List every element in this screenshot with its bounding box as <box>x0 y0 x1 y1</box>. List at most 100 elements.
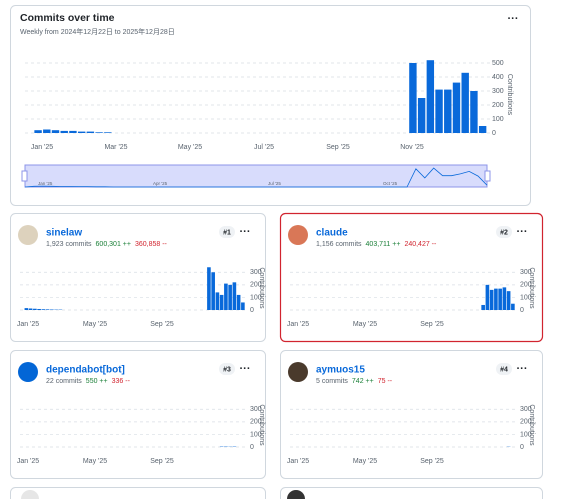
y-tick-label: 100 <box>520 431 532 438</box>
contributor-stats: 22 commits 550 ++ 336 -- <box>46 378 131 385</box>
bar <box>45 309 50 310</box>
rank-badge <box>219 363 235 375</box>
bar <box>478 126 487 133</box>
contributor-stats: 5 commits 742 ++ 75 -- <box>316 378 393 385</box>
y-tick-label: 100 <box>492 116 504 123</box>
y-tick-label: 0 <box>520 444 524 451</box>
chart-subtitle: Weekly from 2024年12月22日 to 2025年12月28日 <box>20 27 175 36</box>
bar <box>435 89 443 133</box>
x-tick-label: May '25 <box>83 321 107 328</box>
bar <box>34 130 42 133</box>
deletions: 360,858 -- <box>135 241 168 248</box>
range-handle[interactable] <box>484 170 491 182</box>
bar <box>77 131 86 133</box>
menu-button[interactable]: ··· <box>508 13 519 25</box>
contributor-name[interactable]: claude <box>316 228 348 239</box>
contributor-name[interactable]: aymuos15 <box>316 365 365 376</box>
commit-count[interactable]: 1,156 commits <box>316 241 362 248</box>
menu-button[interactable]: ··· <box>240 226 251 238</box>
x-tick-label: Mar '25 <box>104 144 127 151</box>
bar <box>452 82 461 133</box>
contributor-name[interactable]: dependabot[bot] <box>46 365 125 376</box>
bar <box>228 284 232 310</box>
bar <box>502 287 507 310</box>
y-tick-label: 200 <box>520 282 532 289</box>
bar <box>470 91 478 133</box>
bar <box>95 132 103 133</box>
bar <box>485 284 490 310</box>
card-partial <box>280 487 543 499</box>
bar <box>498 288 502 310</box>
commits-card <box>10 5 531 206</box>
contributor-stats: 1,156 commits 403,711 ++ 240,427 -- <box>316 241 437 248</box>
commit-count[interactable]: 22 commits <box>46 378 82 385</box>
bar <box>489 289 494 310</box>
menu-button[interactable]: ··· <box>240 363 251 375</box>
bar <box>219 294 224 310</box>
rank-badge <box>496 226 512 238</box>
y-tick-label: 0 <box>492 130 496 137</box>
rank-badge <box>496 363 512 375</box>
bar <box>215 292 220 310</box>
y-tick-label: 0 <box>250 307 254 314</box>
chart-title: Commits over time <box>20 12 115 24</box>
bar <box>511 303 515 310</box>
x-tick-label: Sep '25 <box>326 144 350 151</box>
bar <box>60 130 68 133</box>
bar <box>86 131 95 133</box>
x-tick-label: May '25 <box>83 458 107 465</box>
x-tick-label: Sep '25 <box>150 321 174 328</box>
commit-count[interactable]: 1,923 commits <box>46 241 92 248</box>
menu-button[interactable]: ··· <box>517 226 528 238</box>
bar <box>207 267 211 310</box>
y-tick-label: 300 <box>520 406 532 413</box>
bar <box>50 309 54 310</box>
range-label: Jul '25 <box>268 181 281 186</box>
range-selection[interactable] <box>24 164 488 188</box>
bar <box>481 304 485 310</box>
range-label: Apr '25 <box>153 181 168 186</box>
y-tick-label: 0 <box>520 307 524 314</box>
contributor-name[interactable]: sinelaw <box>46 228 82 239</box>
range-line <box>24 167 488 188</box>
y-tick-label: 400 <box>492 74 504 81</box>
bar <box>236 294 241 310</box>
x-tick-label: Nov '25 <box>400 144 424 151</box>
bar <box>494 288 498 310</box>
commit-count[interactable]: 5 commits <box>316 378 348 385</box>
contributor-card <box>10 213 266 342</box>
y-tick-label: 100 <box>520 294 532 301</box>
y-tick-label: 300 <box>520 269 532 276</box>
deletions: 336 -- <box>112 378 131 385</box>
deletions: 240,427 -- <box>404 241 437 248</box>
bar <box>211 272 215 310</box>
contributor-card <box>279 212 544 343</box>
additions: 600,301 ++ <box>96 241 131 248</box>
bar <box>426 60 435 134</box>
rank: #1 <box>223 229 231 236</box>
rank: #2 <box>500 229 508 236</box>
bar <box>24 308 29 310</box>
deletions: 75 -- <box>378 378 393 385</box>
avatar <box>18 225 38 245</box>
x-tick-label: May '25 <box>178 144 202 151</box>
x-tick-label: Jan '25 <box>287 458 309 465</box>
bar <box>51 130 60 133</box>
bar <box>461 72 469 133</box>
additions: 742 ++ <box>352 378 374 385</box>
bar <box>28 308 33 310</box>
y-axis-label: Contributions <box>528 404 535 446</box>
range-handle[interactable] <box>21 170 28 182</box>
x-tick-label: May '25 <box>353 321 377 328</box>
bar <box>224 283 228 310</box>
y-axis-label: Contributions <box>506 74 513 116</box>
menu-button[interactable]: ··· <box>517 363 528 375</box>
contributor-card <box>280 350 543 479</box>
avatar <box>288 362 308 382</box>
x-tick-label: Sep '25 <box>420 458 444 465</box>
x-tick-label: Sep '25 <box>420 321 444 328</box>
bar <box>33 308 37 310</box>
y-tick-label: 100 <box>250 294 262 301</box>
y-axis-label: Contributions <box>258 267 265 309</box>
